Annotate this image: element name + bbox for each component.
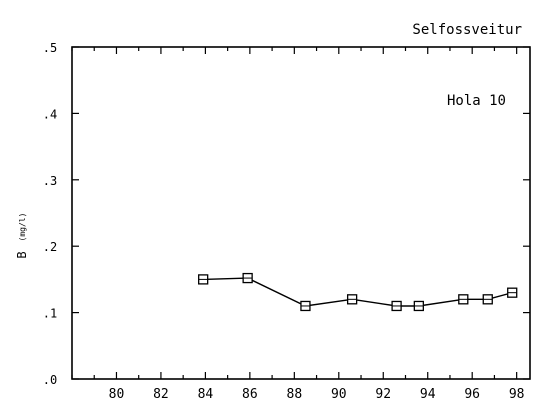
x-tick-label: 86 (242, 387, 258, 402)
y-tick-label: .4 (43, 107, 57, 121)
y-tick-label: .1 (43, 307, 57, 321)
y-axis-title: B (mg/l) (15, 213, 29, 259)
plot-frame (71, 46, 531, 380)
x-tick-label: 90 (331, 387, 347, 402)
x-tick-label: 96 (464, 387, 480, 402)
x-tick-label: 84 (198, 387, 214, 402)
x-tick-label: 94 (420, 387, 436, 402)
chart-title: Selfossveitur (412, 22, 522, 38)
y-tick-label: .0 (43, 373, 57, 387)
y-tick-label: .5 (43, 41, 57, 55)
y-tick-label: .3 (43, 174, 57, 188)
x-tick-label: 82 (153, 387, 169, 402)
x-tick-label: 92 (375, 387, 391, 402)
chart-subtitle: Hola 10 (447, 93, 506, 109)
y-axis-label: B (15, 251, 29, 258)
x-tick-label: 80 (109, 387, 125, 402)
y-tick-label: .2 (43, 240, 57, 254)
series-layer (198, 272, 518, 312)
axes: 80 82 84 86 88 90 92 94 96 98 .0 .1 .2 .3 .4 .5 (43, 41, 530, 402)
x-tick-label: 98 (509, 387, 525, 402)
x-tick-label: 88 (287, 387, 303, 402)
y-axis-unit: (mg/l) (18, 213, 27, 242)
